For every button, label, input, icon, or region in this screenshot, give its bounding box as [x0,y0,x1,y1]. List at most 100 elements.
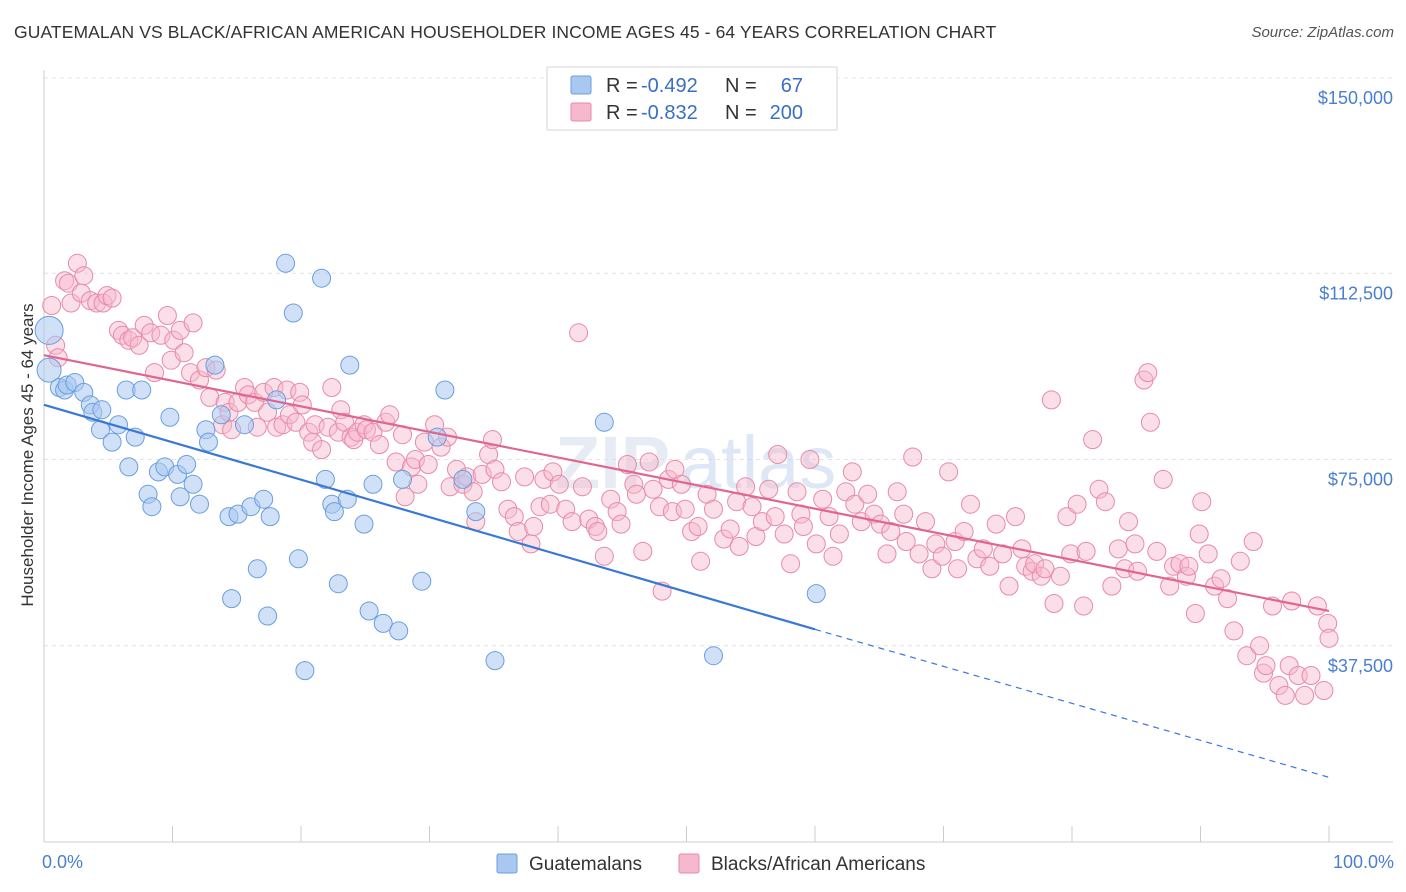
guatemalan-point [389,621,409,641]
black-african-american-point [954,522,974,541]
black-african-american-point [1050,566,1070,586]
black-african-american-point [611,514,631,534]
legend-label-guatemalans: Guatemalans [529,854,642,875]
guatemalan-point [288,549,308,569]
guatemalan-point [354,514,374,534]
black-african-american-point [643,479,663,499]
guatemalan-point [36,357,62,383]
guatemalan-point [435,380,455,400]
black-african-american-point [1250,636,1270,656]
black-african-american-point [386,452,406,472]
black-african-american-point [1301,666,1321,685]
black-african-american-point [1095,492,1115,512]
guatemalan-point [102,432,122,452]
black-african-american-point [1006,507,1025,527]
black-african-american-point [626,484,646,504]
trend-line-extension-guatemalans [814,628,1330,778]
series-guatemalan-points [34,253,826,681]
legend-r-label-2: R = [606,102,638,124]
black-african-american-point [980,556,1000,576]
black-african-american-point [174,343,194,363]
black-african-american-point [588,522,608,541]
guatemalan-point [704,646,723,666]
black-african-american-point [299,422,319,442]
black-african-american-point [74,266,94,286]
black-african-american-point [418,455,438,474]
black-african-american-point [909,544,929,564]
black-african-american-point [380,405,400,425]
black-african-american-point [1185,604,1205,623]
black-african-american-point [504,507,524,527]
series-black-african-american-points [42,253,1339,705]
guatemalan-point [806,584,826,604]
black-african-american-point [1237,646,1257,666]
black-african-american-point [759,479,779,499]
trend-line-guatemalans [43,403,816,631]
black-african-american-point [1314,681,1334,700]
black-african-american-point [1074,596,1094,616]
axes [43,70,1393,843]
trend-line-blacks [43,354,1330,613]
legend-r-label-1: R = [606,75,638,97]
guatemalan-point [205,355,225,375]
black-african-american-point [1224,621,1244,641]
black-african-american-point [183,313,203,333]
black-african-american-point [1319,628,1339,648]
legend-swatch-guatemalans [570,75,592,95]
black-african-american-point [781,554,801,574]
black-african-american-point [881,522,901,541]
guatemalan-point [190,494,209,514]
black-african-american-point [569,323,589,343]
guatemalan-point [222,589,242,609]
black-african-american-point [1282,591,1302,611]
black-african-american-point [67,253,87,273]
guatemalan-point [393,469,412,489]
trend-lines [43,354,1330,778]
black-african-american-point [1179,556,1199,576]
black-african-american-point [916,512,935,532]
legend-n-value-1: 67 [781,75,803,97]
black-african-american-point [369,435,389,455]
black-african-american-point [97,286,117,306]
guatemalan-point [359,601,379,621]
guatemalan-point [373,613,393,633]
y-tick-label: $150,000 [1318,88,1393,108]
legend-swatch-guatemalans-bottom [496,853,518,874]
correlation-legend: R = -0.492 N = 67 R = -0.832 N = 200 [546,66,838,131]
black-african-american-point [123,328,143,348]
black-african-american-point [765,507,785,527]
guatemalan-point [283,303,303,323]
black-african-american-point [472,464,492,484]
guatemalan-point [466,502,486,522]
guatemalan-point [170,487,190,507]
black-african-american-point [1153,469,1173,489]
chart-title: GUATEMALAN VS BLACK/AFRICAN AMERICAN HOU… [14,22,997,42]
guatemalan-point [295,661,315,681]
black-african-american-point [896,532,916,551]
black-african-american-point [341,427,361,447]
black-african-american-point [540,494,560,514]
black-african-american-point [601,489,621,509]
black-african-american-point [729,536,749,556]
black-african-american-point [961,494,980,514]
black-african-american-point [1147,541,1167,561]
black-african-american-point [157,306,177,325]
black-african-american-point [887,482,907,502]
black-african-american-point [948,559,968,579]
black-african-american-point [675,499,695,519]
legend-n-label-2: N = [725,102,757,124]
guatemalan-point [211,405,231,425]
black-african-american-point [688,517,708,536]
black-african-american-point [134,315,154,335]
black-african-american-point [842,462,862,482]
guatemalan-point [340,355,360,375]
guatemalan-point [453,469,473,489]
black-african-american-point [562,512,582,532]
black-african-american-point [1192,492,1212,512]
black-african-american-point [800,450,820,469]
guatemalan-point [142,497,162,517]
black-african-american-point [405,450,425,469]
black-african-american-point [151,325,171,345]
guatemalan-point [235,415,254,435]
